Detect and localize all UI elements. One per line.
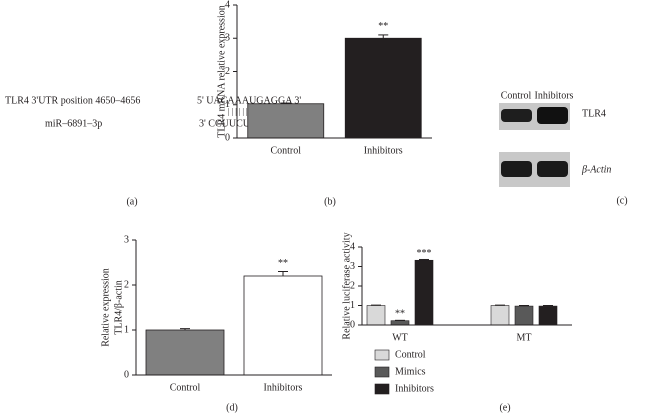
y-tick-label: 1 — [124, 324, 129, 335]
lane-label: Inhibitors — [535, 90, 574, 101]
legend-swatch — [374, 349, 390, 361]
lane-label: Control — [501, 90, 532, 101]
y-tick-label: 3 — [225, 33, 230, 44]
bar — [538, 305, 558, 326]
x-tick-label: Inhibitors — [364, 145, 403, 156]
y-tick-label: 0 — [350, 319, 355, 330]
y-tick-label: 0 — [225, 132, 230, 143]
legend-label: Control — [395, 349, 426, 360]
mirna-label: miR–6891–3p — [45, 118, 102, 129]
legend-label: Inhibitors — [395, 383, 434, 394]
band-label: TLR4 — [582, 108, 606, 119]
blot-band — [537, 161, 568, 177]
y-tick-label: 3 — [124, 234, 129, 245]
panel-label: (a) — [126, 196, 137, 207]
legend-swatch — [374, 383, 390, 395]
bar — [390, 320, 410, 326]
panel-label: (d) — [226, 402, 238, 413]
significance: *** — [417, 248, 432, 259]
y-tick-label: 2 — [225, 66, 230, 77]
y-tick-label: 4 — [350, 241, 355, 252]
y-tick-label: 1 — [350, 300, 355, 311]
panel-label: (e) — [499, 402, 510, 413]
bar — [414, 259, 434, 326]
legend-label: Mimics — [395, 366, 426, 377]
y-tick-label: 3 — [350, 261, 355, 272]
bar — [243, 275, 323, 376]
y-tick-label: 0 — [124, 369, 129, 380]
x-tick-label: Control — [170, 382, 201, 393]
x-tick-label: Inhibitors — [264, 382, 303, 393]
x-tick-label: Control — [270, 145, 301, 156]
blot-band — [501, 161, 532, 177]
band-label: β-Actin — [581, 164, 611, 175]
y-tick-label: 2 — [124, 279, 129, 290]
legend-swatch — [374, 366, 390, 378]
y-axis-label: Relative luciferase activity — [341, 232, 352, 339]
blot-band — [501, 109, 532, 122]
y-axis-label: Relative expression — [100, 268, 111, 347]
panel-label: (b) — [324, 196, 336, 207]
significance: ** — [395, 309, 405, 320]
y-tick-label: 1 — [225, 99, 230, 110]
bar — [366, 305, 386, 326]
bar — [145, 329, 225, 376]
y-axis-label: TLR4 mRNA relative expression — [216, 5, 227, 137]
x-tick-label: WT — [392, 332, 408, 343]
bar — [490, 305, 510, 326]
pairing: | | | | | | | — [228, 107, 251, 116]
utr-label: TLR4 3'UTR position 4650–4656 — [5, 95, 140, 106]
significance: ** — [278, 258, 288, 269]
panel-label: (c) — [616, 195, 627, 206]
blot-band — [537, 107, 568, 124]
significance: ** — [378, 21, 388, 32]
bar — [344, 37, 422, 139]
y-tick-label: 4 — [225, 0, 230, 10]
y-axis-label: TLR4/β-actin — [113, 280, 124, 335]
y-tick-label: 2 — [350, 280, 355, 291]
bar — [247, 103, 325, 139]
bar — [514, 305, 534, 326]
x-tick-label: MT — [517, 332, 532, 343]
utr-sequence: 5' UACAAAUGAGGA 3' — [197, 95, 301, 106]
